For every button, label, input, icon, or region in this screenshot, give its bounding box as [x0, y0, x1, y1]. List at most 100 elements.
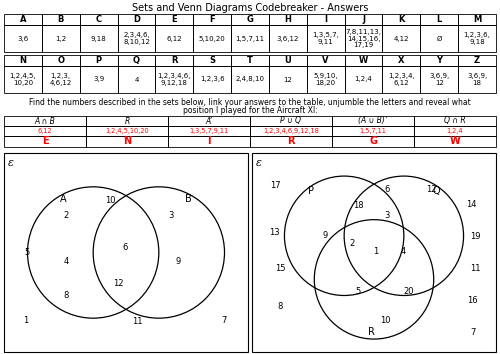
Text: I: I: [208, 137, 211, 147]
Text: 3,6,12: 3,6,12: [276, 35, 299, 41]
Text: 12: 12: [426, 185, 436, 194]
Text: I: I: [324, 15, 327, 24]
Bar: [344, 55, 383, 66]
Bar: [118, 55, 156, 66]
Text: (A ∪ B)’: (A ∪ B)’: [358, 116, 388, 126]
Text: 7: 7: [221, 316, 226, 325]
Text: 19: 19: [470, 232, 480, 241]
Text: P: P: [308, 186, 314, 196]
Text: Q: Q: [433, 186, 440, 196]
Text: 1: 1: [24, 316, 28, 325]
Text: U: U: [284, 56, 291, 65]
Bar: [4, 55, 42, 66]
Text: 4: 4: [134, 76, 138, 82]
Text: R: R: [171, 56, 177, 65]
Text: 2: 2: [350, 239, 354, 248]
Text: 5,9,10,
18,20: 5,9,10, 18,20: [314, 73, 338, 86]
Text: 9: 9: [176, 257, 181, 266]
Text: H: H: [284, 15, 292, 24]
Text: 11: 11: [470, 264, 480, 273]
Bar: [156, 25, 193, 52]
Bar: [458, 14, 496, 25]
Text: 4: 4: [64, 257, 69, 266]
Text: J: J: [362, 15, 365, 24]
Text: 3,6,9,
18: 3,6,9, 18: [467, 73, 487, 86]
Text: 3,9: 3,9: [93, 76, 104, 82]
Text: 2,4,8,10: 2,4,8,10: [236, 76, 264, 82]
Bar: [4, 66, 42, 93]
Bar: [307, 25, 344, 52]
Text: 3: 3: [168, 211, 174, 220]
Text: 1,3,5,7,
9,11: 1,3,5,7, 9,11: [312, 32, 339, 45]
Bar: [250, 116, 332, 126]
Bar: [4, 116, 86, 126]
Bar: [231, 14, 269, 25]
Bar: [307, 66, 344, 93]
Bar: [86, 136, 168, 147]
Text: Sets and Venn Diagrams Codebreaker - Answers: Sets and Venn Diagrams Codebreaker - Ans…: [132, 3, 368, 13]
Text: 20: 20: [403, 287, 413, 296]
Text: 1,2,3,4,6,9,12,18: 1,2,3,4,6,9,12,18: [263, 128, 319, 134]
Text: 6,12: 6,12: [166, 35, 182, 41]
Bar: [250, 126, 332, 136]
Bar: [414, 126, 496, 136]
Text: A ∩ B: A ∩ B: [34, 116, 56, 126]
Bar: [382, 25, 420, 52]
Text: 5: 5: [24, 248, 30, 257]
Text: 15: 15: [275, 264, 285, 273]
Text: V: V: [322, 56, 329, 65]
Bar: [118, 25, 156, 52]
Bar: [193, 14, 231, 25]
Text: B: B: [185, 194, 192, 204]
Text: 9: 9: [322, 231, 328, 240]
Bar: [382, 14, 420, 25]
Text: 11: 11: [132, 317, 142, 326]
Text: ε: ε: [256, 158, 262, 168]
Text: G: G: [369, 137, 377, 147]
Text: P: P: [96, 56, 102, 65]
Bar: [414, 116, 496, 126]
Text: 12: 12: [284, 76, 292, 82]
Bar: [156, 66, 193, 93]
Bar: [269, 66, 307, 93]
Bar: [118, 66, 156, 93]
Text: 2: 2: [64, 211, 69, 220]
Text: A: A: [20, 15, 26, 24]
Bar: [231, 55, 269, 66]
Bar: [4, 25, 42, 52]
Text: 6: 6: [384, 185, 390, 194]
Bar: [344, 14, 383, 25]
Text: 3,6,9,
12: 3,6,9, 12: [429, 73, 450, 86]
Bar: [414, 136, 496, 147]
Bar: [168, 126, 250, 136]
Bar: [4, 136, 86, 147]
Text: 7,8,11,13,
14,15,16,
17,19: 7,8,11,13, 14,15,16, 17,19: [346, 29, 382, 48]
Bar: [420, 66, 458, 93]
Text: A: A: [60, 194, 67, 204]
Text: ε: ε: [8, 158, 14, 168]
Text: C: C: [96, 15, 102, 24]
Bar: [4, 126, 86, 136]
Bar: [269, 55, 307, 66]
Bar: [344, 25, 383, 52]
Text: 2,3,4,6,
8,10,12: 2,3,4,6, 8,10,12: [123, 32, 150, 45]
Text: F: F: [210, 15, 215, 24]
Bar: [458, 55, 496, 66]
Text: 1,2: 1,2: [55, 35, 66, 41]
Text: Find the numbers described in the sets below, link your answers to the table, un: Find the numbers described in the sets b…: [29, 98, 471, 107]
Text: 17: 17: [270, 181, 280, 190]
Text: R: R: [368, 327, 374, 337]
Text: N: N: [123, 137, 131, 147]
Text: 5: 5: [356, 287, 361, 296]
Text: N: N: [20, 56, 26, 65]
Bar: [4, 14, 42, 25]
Text: W: W: [359, 56, 368, 65]
Text: 1,3,5,7,9,11: 1,3,5,7,9,11: [190, 128, 228, 134]
Bar: [193, 25, 231, 52]
Text: 1,2,3,6: 1,2,3,6: [200, 76, 224, 82]
Bar: [420, 14, 458, 25]
Text: 1,2,4: 1,2,4: [446, 128, 464, 134]
Text: 1,2,3,4,
6,12: 1,2,3,4, 6,12: [388, 73, 415, 86]
Text: 9,18: 9,18: [90, 35, 106, 41]
Text: M: M: [473, 15, 481, 24]
